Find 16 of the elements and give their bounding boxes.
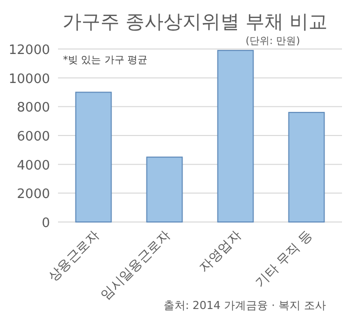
chart-title: 가구주 종사상지위별 부채 비교: [62, 11, 328, 33]
y-tick-label: 8000: [16, 100, 50, 116]
chart-subtitle: (단위: 만원): [246, 36, 300, 47]
bar: [217, 50, 254, 222]
source-note: 출처: 2014 가계금융 · 복지 조사: [163, 299, 326, 312]
y-tick-label: 0: [42, 216, 50, 231]
y-tick-label: 6000: [16, 130, 50, 144]
bar: [146, 156, 183, 222]
bar: [288, 112, 325, 222]
bar: [75, 92, 112, 222]
y-tick-label: 10000: [8, 72, 50, 87]
y-tick-label: 4000: [16, 158, 50, 174]
y-tick-label: 12000: [8, 43, 50, 58]
annotation: *빚 있는 가구 평균: [63, 55, 148, 66]
x-tick-label: 기타 무직 등: [252, 228, 316, 291]
y-tick-label: 2000: [16, 187, 50, 202]
